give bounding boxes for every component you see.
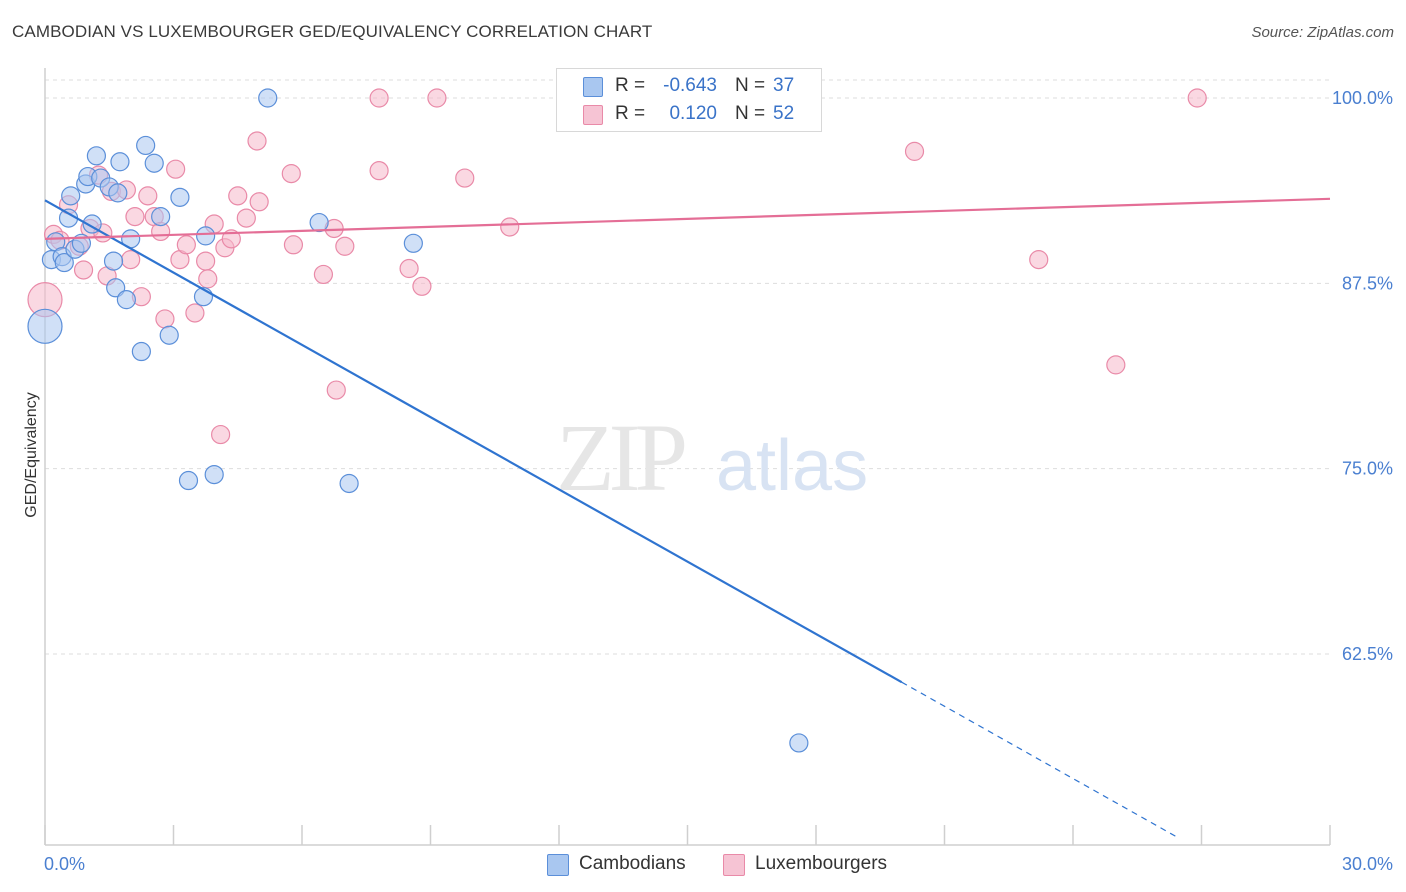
watermark-atlas: atlas: [716, 426, 868, 506]
tick-labels: 100.0% 87.5% 75.0% 62.5% 0.0% 30.0%: [44, 88, 1393, 874]
legend-n-value: 37: [773, 75, 795, 96]
cambodian-point: [86, 146, 107, 166]
cambodian-point: [159, 325, 179, 345]
chart-title: CAMBODIAN VS LUXEMBOURGER GED/EQUIVALENC…: [12, 22, 653, 41]
cambodian-point: [110, 152, 130, 172]
luxembourger-point: [247, 131, 267, 151]
cambodian-point: [178, 470, 199, 491]
cambodians-trend-extension: [901, 681, 1177, 837]
y-tick-label: 62.5%: [1342, 644, 1393, 664]
watermark-zip: ZIP: [556, 404, 685, 511]
cambodian-point: [151, 207, 171, 227]
luxembourger-point: [73, 260, 94, 280]
cambodian-point: [27, 308, 63, 344]
cambodian-point: [339, 473, 359, 494]
legend-row-luxembourgers: R = 0.120 N = 52: [557, 100, 821, 128]
luxembourgers-points: [27, 88, 1207, 445]
y-tick-label: 75.0%: [1342, 459, 1393, 479]
luxembourger-point: [335, 236, 355, 256]
luxembourger-point: [155, 309, 175, 329]
legend-swatch-pink: [723, 854, 745, 876]
gridlines: [45, 79, 1330, 655]
x-tick-label: 30.0%: [1342, 854, 1393, 874]
luxembourger-point: [399, 258, 419, 279]
x-tick-label: 0.0%: [44, 854, 85, 874]
source-label: Source: ZipAtlas.com: [1251, 24, 1394, 41]
cambodian-point: [204, 464, 224, 485]
luxembourger-point: [121, 250, 141, 270]
cambodians-trend-line: [44, 199, 903, 684]
cambodian-point: [258, 88, 278, 108]
luxembourger-point: [211, 424, 231, 445]
axes: [44, 68, 1331, 846]
cambodian-point: [403, 233, 423, 253]
cambodian-point: [106, 278, 126, 298]
luxembourger-point: [196, 251, 216, 271]
legend-r-value: -0.643: [663, 75, 717, 96]
luxembourger-point: [176, 235, 196, 255]
luxembourger-point: [281, 164, 301, 184]
luxembourger-point: [249, 192, 269, 212]
correlation-legend: R = -0.643 N = 37 R = 0.120 N = 52: [556, 68, 822, 132]
luxembourger-point: [369, 161, 389, 181]
trend-lines: [44, 197, 1331, 837]
luxembourger-point: [198, 269, 218, 289]
cambodian-point: [136, 135, 156, 156]
cambodian-point: [309, 212, 329, 233]
legend-n-value: 52: [773, 103, 795, 124]
luxembourgers-trend-line: [44, 197, 1331, 240]
y-tick-label: 87.5%: [1342, 273, 1393, 293]
luxembourger-point: [236, 208, 256, 228]
legend-r-value: 0.120: [669, 103, 717, 124]
luxembourger-point: [1187, 88, 1207, 108]
luxembourger-point: [326, 380, 346, 400]
cambodian-point: [116, 290, 136, 310]
legend-r-label: R =: [615, 75, 646, 96]
legend-row-cambodians: R = -0.643 N = 37: [557, 72, 821, 100]
luxembourger-point: [455, 168, 475, 188]
cambodian-point: [789, 733, 809, 753]
legend-label: Cambodians: [579, 853, 686, 874]
luxembourger-point: [138, 186, 158, 206]
cambodian-point: [61, 186, 81, 206]
legend-r-label: R =: [615, 103, 646, 124]
cambodian-point: [108, 183, 128, 203]
luxembourger-point: [904, 141, 925, 161]
luxembourger-point: [166, 159, 186, 179]
legend-swatch-pink: [583, 105, 603, 125]
cambodian-point: [131, 341, 151, 362]
luxembourger-point: [221, 229, 241, 249]
legend-n-label: N =: [735, 103, 766, 124]
cambodian-point: [196, 226, 216, 246]
luxembourger-point: [369, 88, 389, 108]
cambodian-point: [144, 153, 164, 173]
legend-swatch-blue: [547, 854, 569, 876]
cambodian-point: [103, 251, 124, 271]
y-axis-label: GED/Equivalency: [23, 392, 40, 517]
luxembourger-point: [185, 303, 205, 323]
luxembourger-point: [283, 235, 304, 255]
series-legend: Cambodians Luxembourgers: [0, 852, 1406, 878]
luxembourger-point: [125, 207, 145, 227]
cambodian-point: [54, 252, 74, 273]
luxembourger-point: [228, 186, 248, 206]
y-tick-label: 100.0%: [1332, 88, 1393, 108]
legend-swatch-blue: [583, 77, 603, 97]
legend-n-label: N =: [735, 75, 766, 96]
legend-label: Luxembourgers: [755, 853, 888, 874]
luxembourger-point: [1029, 250, 1049, 270]
luxembourger-point: [313, 264, 334, 285]
luxembourger-point: [500, 217, 520, 237]
luxembourger-point: [1106, 355, 1126, 375]
luxembourger-point: [412, 276, 432, 296]
cambodian-point: [170, 187, 190, 207]
luxembourger-point: [427, 88, 447, 108]
